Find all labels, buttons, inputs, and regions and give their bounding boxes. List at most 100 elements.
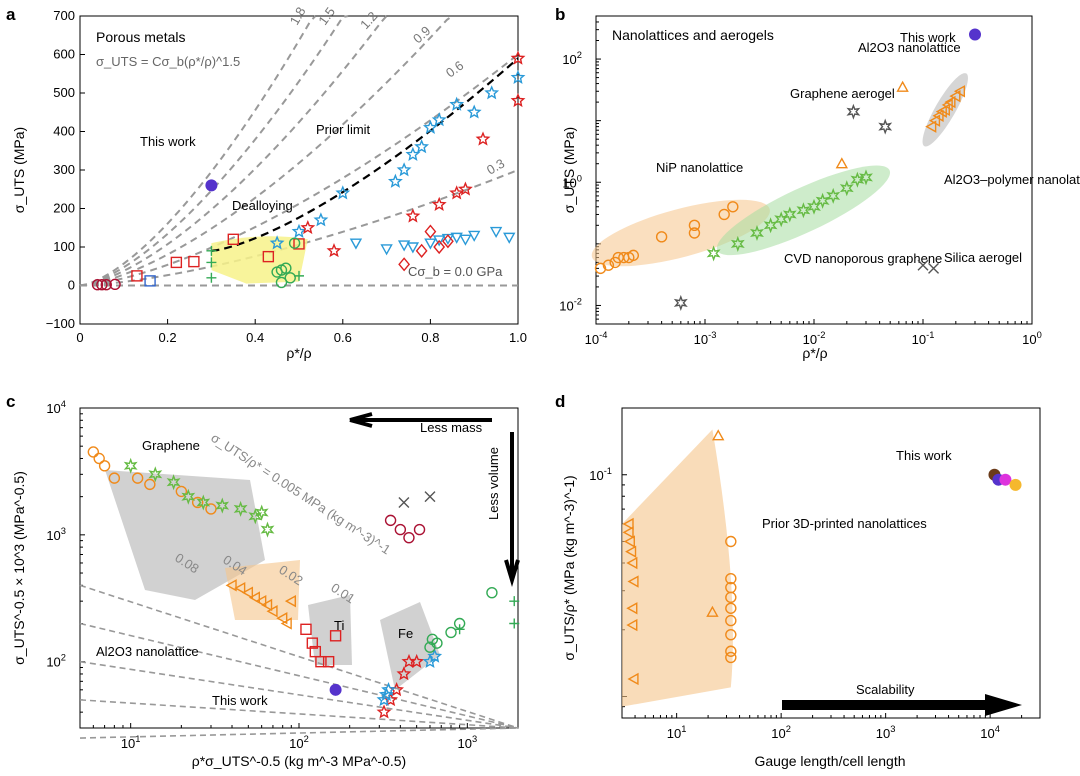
c-point-8-2 <box>431 637 443 649</box>
b-point-1-8 <box>688 227 701 239</box>
guide-curve-0 <box>79 15 317 287</box>
prior-limit-curve <box>211 57 519 252</box>
c-point-6-2 <box>381 681 396 697</box>
a-point-4-2 <box>280 262 292 274</box>
c-point-2-5 <box>215 497 230 514</box>
a-point-6-5 <box>396 162 412 177</box>
c-point-9-1 <box>509 596 520 607</box>
d-x-axis-label: Gauge length/cell length <box>755 753 906 769</box>
a-point-8-7 <box>450 232 463 244</box>
c-y-axis-label: σ_UTS^-0.5 × 10^3 (MPa^-0.5) <box>11 471 27 665</box>
c-point-1-6 <box>175 485 188 498</box>
a-point-7-0 <box>300 219 316 235</box>
panel-c: 101 102 103 102 103 104 ρ*σ_UTS^-0.5 (kg m^-3 … <box>11 399 520 769</box>
panel-a-equation: σ_UTS = Cσ_b(ρ*/ρ)^1.5 <box>96 54 240 69</box>
al2o3-nanolattice-label: Al2O3 nanolattice <box>96 644 199 659</box>
panel-label-a: a <box>6 5 16 24</box>
a-point-8-9 <box>468 230 481 242</box>
less-volume-label: Less volume <box>486 447 501 520</box>
b-point-1-6 <box>627 249 640 262</box>
a-point-8-10 <box>489 226 503 239</box>
a-point-9-4 <box>442 234 454 249</box>
c-point-9-0 <box>454 624 465 635</box>
b-x-tick-label: 100 <box>1022 330 1042 347</box>
b-point-2-10 <box>839 180 854 197</box>
a-point-9-2 <box>424 224 437 239</box>
c-point-6-1 <box>378 686 394 702</box>
a-point-4-3 <box>284 272 296 284</box>
c-point-3-4 <box>255 594 267 608</box>
panel-label-c: c <box>6 392 15 411</box>
c-point-4-0 <box>300 623 312 635</box>
b-point-2-8 <box>815 192 830 209</box>
a-point-7-5 <box>457 181 473 196</box>
y-tick-label: 200 <box>53 201 75 216</box>
d-point-3-0 <box>622 517 634 531</box>
b-point-2-0 <box>706 245 721 262</box>
a-point-6-1 <box>291 223 307 238</box>
c-point-1-3 <box>108 472 121 484</box>
c-point-3-9 <box>284 594 296 608</box>
b-al2o3-label: Al2O3 nanolattice <box>858 40 961 55</box>
b-point-2-5 <box>782 206 797 223</box>
b-y-tick-label: 10-2 <box>559 296 582 313</box>
c-point-2-7 <box>248 508 263 525</box>
c-point-3-8 <box>280 617 292 630</box>
ti-region <box>308 595 352 665</box>
a-point-7-2 <box>405 208 421 223</box>
d-point-2-1 <box>706 605 719 617</box>
fe-label: Fe <box>398 626 413 641</box>
b-x-tick-label: 10-2 <box>803 330 826 347</box>
panel-label-b: b <box>555 5 565 24</box>
y-tick-label: 0 <box>68 278 75 293</box>
y-tick-label: 500 <box>53 85 75 100</box>
d-point-3-6 <box>626 602 638 615</box>
c-point-1-2 <box>98 460 111 472</box>
b-point-1-10 <box>718 208 730 221</box>
b-point-5-2 <box>932 109 944 122</box>
c-point-5-5 <box>409 653 425 668</box>
b-point-4-1 <box>896 80 909 92</box>
c-guide-2 <box>79 660 519 729</box>
b-point-6-1 <box>928 262 940 274</box>
b-point-1-0 <box>594 262 607 275</box>
b-point-4-0 <box>835 157 849 169</box>
d-point-1-6 <box>725 628 737 641</box>
a-point-9-3 <box>433 239 446 255</box>
c-point-8-3 <box>445 626 457 639</box>
a-point-1-0 <box>131 270 143 282</box>
prior-limit-label: Prior limit <box>316 122 371 137</box>
c-point-4-3 <box>315 655 327 668</box>
c-this-work-label: This work <box>212 693 268 708</box>
a-point-8-3 <box>406 242 420 254</box>
c-point-2-1 <box>148 466 163 483</box>
d-point-1-3 <box>725 591 737 604</box>
c-point-3-3 <box>248 591 260 604</box>
a-point-1-3 <box>227 233 240 246</box>
c-point-2-0 <box>123 457 138 474</box>
c-point-3-2 <box>241 586 254 599</box>
d-x-tick-label: 101 <box>667 724 687 741</box>
nip-region <box>591 199 770 267</box>
a-point-5-3 <box>294 270 304 281</box>
a-point-8-8 <box>459 234 472 246</box>
a-point-9-1 <box>415 243 428 258</box>
b-point-3-1 <box>878 118 893 135</box>
panel-label-d: d <box>555 392 565 411</box>
d-this-work-label: This work <box>896 448 952 463</box>
b-point-1-1 <box>602 259 615 271</box>
y-tick-label: 600 <box>53 47 75 62</box>
b-point-1-7 <box>655 231 668 243</box>
a-point-1-2 <box>188 255 200 268</box>
a-point-2-0 <box>91 279 104 291</box>
dealloying-label: Dealloying <box>232 198 293 213</box>
a-point-7-4 <box>449 185 465 200</box>
guide-label-4: 0.6 <box>443 58 466 81</box>
d-point-3-2 <box>623 535 635 548</box>
c-x-tick-label: 103 <box>457 734 477 751</box>
c-point-7-2 <box>403 531 415 544</box>
al2o3-polymer-region <box>922 73 968 147</box>
b-al2o3-polymer-label: Al2O3–polymer nanolattice <box>944 172 1080 187</box>
prior-label: Prior 3D-printed nanolattices <box>762 516 927 531</box>
